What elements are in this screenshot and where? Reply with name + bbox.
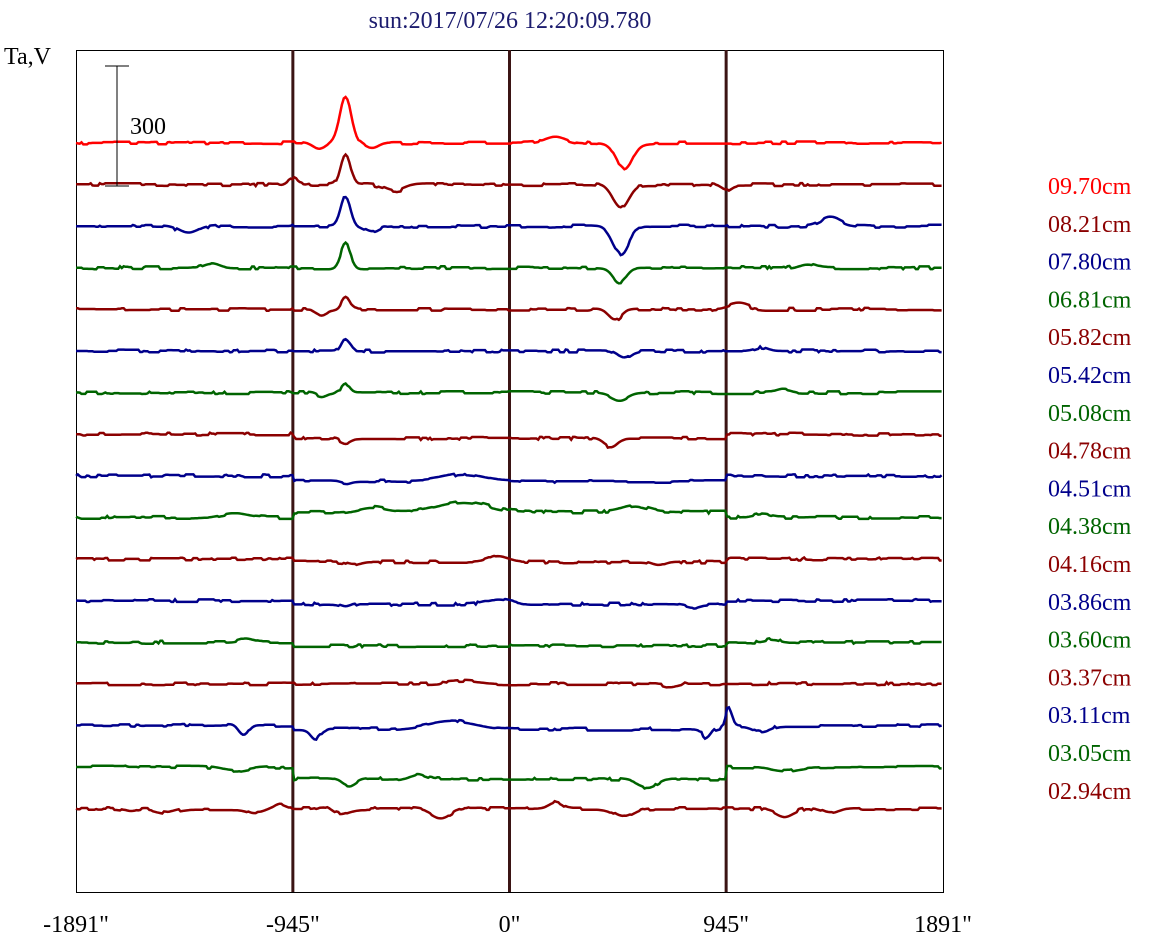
x-tick-label-0: -1891" — [43, 912, 109, 938]
legend-entry-12: 03.60cm — [1048, 628, 1132, 654]
series-line-03.86cm — [76, 597, 942, 610]
series-line-05.08cm — [75, 381, 942, 403]
x-tick-label-4: 1891" — [914, 912, 972, 938]
legend-entry-1: 08.21cm — [1048, 212, 1132, 238]
series-line-04.38cm — [75, 500, 942, 521]
chart-title: sun:2017/07/26 12:20:09.780 — [369, 8, 652, 34]
series-line-09.70cm — [75, 95, 942, 171]
legend-entry-4: 05.82cm — [1048, 325, 1132, 351]
x-tick-label-1: -945" — [266, 912, 320, 938]
legend-entry-10: 04.16cm — [1048, 552, 1132, 578]
scale-bar-label: 300 — [130, 114, 166, 140]
legend-entry-15: 03.05cm — [1048, 741, 1132, 767]
series-line-08.21cm — [76, 152, 942, 209]
legend-entry-3: 06.81cm — [1048, 287, 1132, 313]
series-line-03.60cm — [76, 636, 942, 650]
x-tick-label-2: 0" — [499, 912, 521, 938]
series-line-03.37cm — [75, 678, 942, 689]
legend-entry-7: 04.78cm — [1048, 439, 1132, 465]
legend-entry-0: 09.70cm — [1048, 174, 1132, 200]
legend-entry-2: 07.80cm — [1048, 250, 1132, 276]
series-line-06.81cm — [76, 240, 942, 285]
legend: 09.70cm 08.21cm 07.80cm 06.81cm 05.82cm 05.42… — [1048, 174, 1132, 805]
legend-entry-13: 03.37cm — [1048, 665, 1132, 691]
y-axis-label: Ta,V — [4, 44, 52, 70]
series-line-04.78cm — [75, 431, 942, 449]
x-tick-labels: -1891" -945" 0" 945" 1891" — [43, 912, 972, 938]
scale-bar: 300 — [105, 65, 166, 187]
legend-entry-14: 03.11cm — [1048, 703, 1131, 729]
legend-entry-5: 05.42cm — [1048, 363, 1132, 389]
series-line-05.42cm — [76, 337, 942, 359]
series-line-07.80cm — [76, 195, 942, 257]
series-line-04.16cm — [75, 554, 942, 567]
legend-entry-8: 04.51cm — [1048, 476, 1132, 502]
series-line-03.05cm — [76, 764, 942, 790]
legend-entry-9: 04.38cm — [1048, 514, 1132, 540]
legend-entry-11: 03.86cm — [1048, 590, 1132, 616]
series-line-03.11cm — [76, 705, 943, 741]
x-tick-label-3: 945" — [703, 912, 749, 938]
series-group — [75, 95, 943, 820]
vertical-lines — [291, 50, 728, 892]
series-line-02.94cm — [75, 799, 942, 820]
series-line-04.51cm — [75, 472, 943, 486]
legend-entry-16: 02.94cm — [1048, 779, 1132, 805]
series-line-05.82cm — [76, 295, 942, 322]
legend-entry-6: 05.08cm — [1048, 401, 1132, 427]
